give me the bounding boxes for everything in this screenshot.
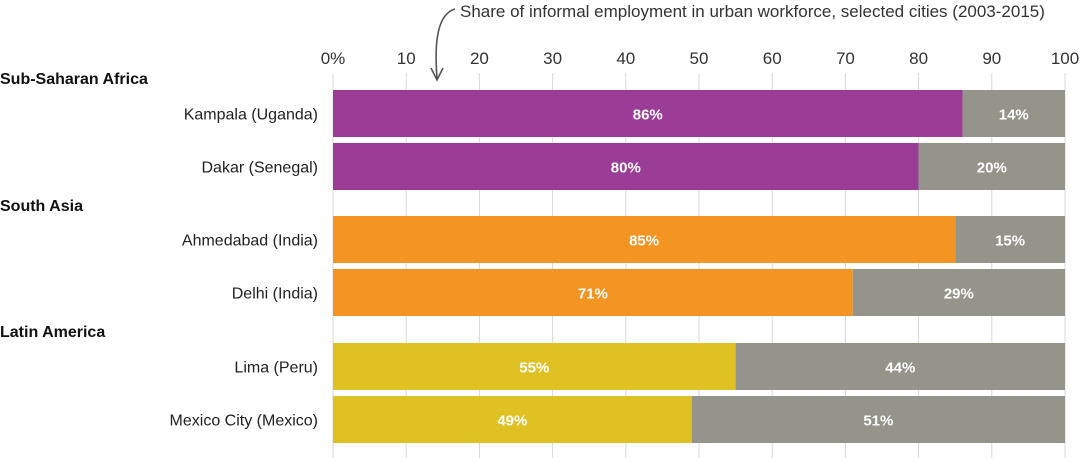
x-tick-label: 30 (543, 49, 562, 68)
data-label: 29% (944, 286, 974, 303)
bar-segment-other (955, 216, 1065, 263)
data-label: 71% (578, 286, 608, 303)
category-label: Delhi (India) (232, 286, 318, 303)
x-tick-label: 40 (616, 49, 635, 68)
bars (333, 90, 1065, 443)
group-label: Sub-Saharan Africa (0, 71, 148, 88)
data-label: 51% (863, 413, 893, 430)
data-label: 14% (999, 107, 1029, 124)
bar-segment-informal (333, 343, 736, 390)
bar-segment-informal (333, 269, 853, 316)
bar-segment-informal (333, 90, 963, 137)
data-label: 44% (885, 360, 915, 377)
x-tick-label: 90 (982, 49, 1001, 68)
bar-segment-other (918, 143, 1065, 190)
bar-segment-other (962, 90, 1065, 137)
group-label: South Asia (0, 198, 83, 215)
arrow-head-icon (430, 67, 444, 82)
title-arrow-icon (435, 8, 456, 79)
category-label: Ahmedabad (India) (182, 233, 318, 250)
data-label: 86% (633, 107, 663, 124)
labels: Sub-Saharan Africa Kampala (Uganda) 86% 14%… (0, 71, 1029, 430)
data-label: 85% (629, 233, 659, 250)
bar-segment-informal (333, 216, 956, 263)
x-tick-label: 60 (763, 49, 782, 68)
data-label: 15% (995, 233, 1025, 250)
x-tick-label: 50 (690, 49, 709, 68)
data-label: 20% (977, 160, 1007, 177)
x-axis-ticks: 0% 10 20 30 40 50 60 70 80 90 100 (321, 49, 1079, 68)
x-tick-label: 20 (470, 49, 489, 68)
group-label: Latin America (0, 324, 105, 341)
x-tick-label: 70 (836, 49, 855, 68)
data-label: 49% (497, 413, 527, 430)
bar-segment-informal (333, 143, 919, 190)
bar-segment-other (691, 396, 1065, 443)
bar-segment-other (852, 269, 1065, 316)
category-label: Dakar (Senegal) (202, 160, 319, 177)
x-tick-label: 100 (1051, 49, 1079, 68)
category-label: Mexico City (Mexico) (170, 413, 318, 430)
chart-title: Share of informal employment in urban wo… (460, 2, 1045, 21)
bar-segment-informal (333, 396, 692, 443)
data-label: 55% (519, 360, 549, 377)
category-label: Lima (Peru) (234, 360, 318, 377)
data-label: 80% (611, 160, 641, 177)
x-tick-label: 0% (321, 49, 346, 68)
x-tick-label: 80 (909, 49, 928, 68)
x-tick-label: 10 (397, 49, 416, 68)
bar-segment-other (735, 343, 1065, 390)
category-label: Kampala (Uganda) (184, 107, 318, 124)
grid-lines (332, 73, 1066, 458)
